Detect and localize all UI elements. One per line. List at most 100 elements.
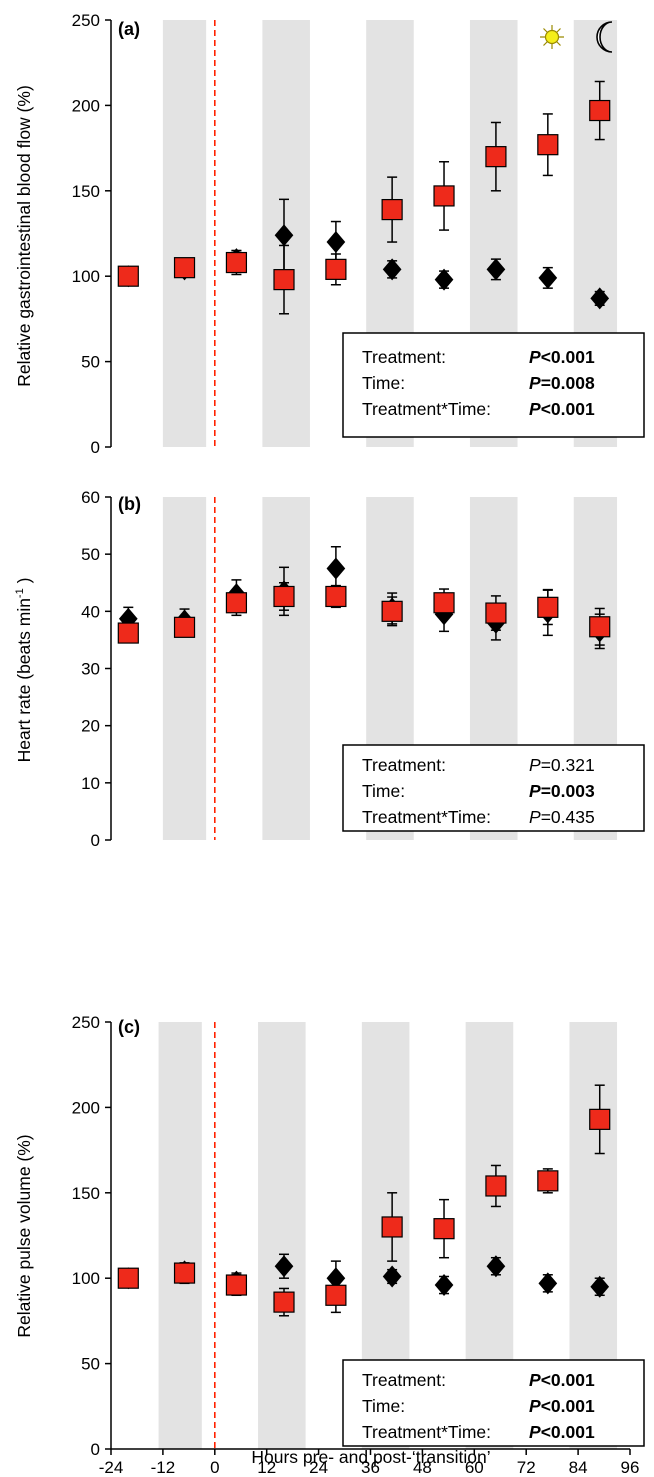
data-point-square	[537, 1170, 559, 1192]
data-point-diamond	[382, 1265, 402, 1288]
data-point-square	[325, 585, 347, 608]
moon-icon	[596, 21, 613, 53]
y-tick-label: 200	[72, 1098, 100, 1117]
data-point-square	[485, 602, 507, 624]
y-tick-label: 20	[81, 717, 100, 736]
data-point-square	[225, 1274, 248, 1296]
stats-box-a: Treatment: P<0.001 Time: P=0.008 Treatment*T…	[342, 332, 645, 438]
y-tick-label: 0	[91, 438, 100, 457]
y-tick-label: 150	[72, 182, 100, 201]
night-band	[162, 20, 207, 447]
stats-box-frame	[342, 332, 645, 438]
x-tick-label: 48	[413, 1458, 432, 1477]
data-point-diamond	[590, 1275, 610, 1298]
stat-label: Treatment:	[362, 755, 446, 775]
x-tick-label: -12	[151, 1458, 176, 1477]
x-tick-label: 36	[361, 1458, 380, 1477]
y-axis-label-a: Relative gastrointestinal blood flow (%)	[14, 85, 34, 387]
stat-p-value: P<0.001	[529, 1396, 595, 1416]
panel-a: 0 50 100 150 200 250 (a) Relative gastrointes…	[14, 11, 645, 457]
y-tick-label: 60	[81, 488, 100, 507]
x-tick-label: 24	[309, 1458, 328, 1477]
data-point-square	[433, 592, 455, 614]
data-point-square	[485, 1175, 507, 1197]
x-tick-label: 0	[210, 1458, 219, 1477]
panel-b: 0 10 20 30 40 50 60 (b) Heart rate (beats min-…	[14, 488, 645, 850]
y-tick-label: 50	[81, 353, 100, 372]
data-point-square	[433, 1218, 455, 1240]
x-tick-label: 72	[517, 1458, 536, 1477]
y-tick-label: 250	[72, 1013, 100, 1032]
sun-icon	[540, 25, 564, 49]
panel-c: 0 50 100 150 200 250 -24 -12 0 12 24 36 48 60 72 84 96 (…	[14, 1013, 645, 1477]
data-point-diamond	[538, 266, 558, 289]
stat-p-value: P<0.001	[529, 1370, 595, 1390]
stat-label: Time:	[362, 781, 405, 801]
panel-label-b: (b)	[118, 494, 141, 514]
data-point-square	[537, 596, 559, 618]
stats-box-frame	[342, 744, 645, 832]
stats-box-b: Treatment: P=0.321 Time: P=0.003 Treatment*T…	[342, 744, 645, 832]
y-tick-label: 10	[81, 774, 100, 793]
y-tick-label: 30	[81, 660, 100, 679]
y-tick-label: 100	[72, 267, 100, 286]
y-tick-label: 50	[81, 545, 100, 564]
y-tick-label: 250	[72, 11, 100, 30]
data-point-diamond	[486, 258, 506, 281]
stat-label: Treatment:	[362, 347, 446, 367]
y-tick-label: 40	[81, 602, 100, 621]
data-point-square	[117, 1267, 139, 1289]
data-point-diamond	[434, 268, 454, 291]
data-point-square	[381, 198, 403, 221]
data-point-square	[273, 269, 295, 291]
data-point-square	[485, 146, 507, 168]
data-point-square	[173, 616, 196, 638]
data-point-square	[173, 1262, 196, 1284]
y-tick-label: 0	[91, 831, 100, 850]
data-point-square	[381, 600, 403, 622]
data-point-square	[589, 616, 611, 638]
data-point-square	[117, 622, 139, 644]
night-band	[258, 1022, 306, 1449]
night-band	[262, 497, 310, 840]
data-point-square	[273, 585, 295, 608]
x-tick-label: 60	[465, 1458, 484, 1477]
stat-label: Time:	[362, 373, 405, 393]
data-point-diamond	[434, 1274, 454, 1297]
data-point-diamond	[326, 231, 346, 254]
stats-box-c: Treatment: P<0.001 Time: P<0.001 Treatment*T…	[342, 1359, 645, 1447]
data-point-square	[117, 265, 139, 287]
stat-p-value: P=0.008	[529, 373, 595, 393]
data-point-square	[589, 99, 611, 122]
y-tick-label: 0	[91, 1440, 100, 1459]
y-tick-label: 200	[72, 96, 100, 115]
data-point-square	[433, 185, 455, 207]
stat-label: Treatment*Time:	[362, 1422, 491, 1442]
stat-p-value: P<0.001	[529, 347, 595, 367]
y-tick-label: 150	[72, 1184, 100, 1203]
data-point-square	[173, 257, 196, 279]
stat-label: Treatment*Time:	[362, 399, 491, 419]
data-point-square	[589, 1108, 611, 1130]
panel-label-a: (a)	[118, 19, 140, 39]
data-point-diamond	[538, 1272, 558, 1295]
stat-p-value: P<0.001	[529, 1422, 595, 1442]
x-tick-label: 84	[569, 1458, 588, 1477]
data-point-square	[225, 251, 248, 274]
data-point-diamond	[486, 1255, 506, 1278]
data-point-diamond	[590, 287, 610, 310]
x-tick-label: 96	[621, 1458, 640, 1477]
data-point-square	[325, 1284, 347, 1306]
y-tick-label: 50	[81, 1355, 100, 1374]
data-point-square	[537, 134, 559, 156]
panel-label-c: (c)	[118, 1017, 140, 1037]
stat-p-value: P<0.001	[529, 399, 595, 419]
stat-label: Time:	[362, 1396, 405, 1416]
x-tick-label: -24	[99, 1458, 124, 1477]
data-point-diamond	[274, 1255, 294, 1278]
data-point-square	[273, 1291, 295, 1313]
stat-p-value: P=0.321	[529, 755, 595, 775]
stats-box-frame	[342, 1359, 645, 1447]
y-axis-label-b: Heart rate (beats min-1 )	[14, 578, 34, 763]
